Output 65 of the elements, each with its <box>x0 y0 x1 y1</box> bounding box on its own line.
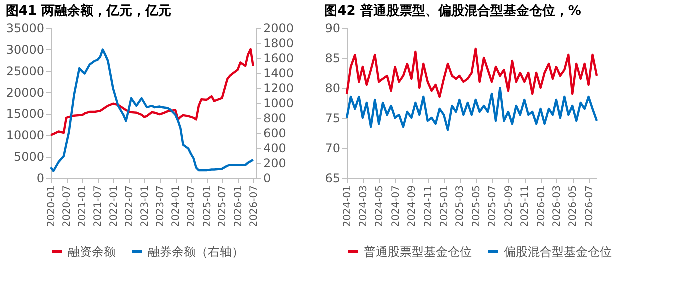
x-tick-label: 2026-05 <box>568 186 580 228</box>
x-tick-label: 2020-07 <box>62 186 74 228</box>
y2-tick-label: 1400 <box>264 66 294 80</box>
x-tick-label: 2024-01 <box>171 186 182 228</box>
y-tick-label: 15000 <box>6 107 44 122</box>
y-tick-label: 90 <box>325 22 340 36</box>
legend-label: 融券余额（右轴） <box>148 244 244 259</box>
x-tick-label: 2021-01 <box>78 186 89 228</box>
y2-tick-label: 0 <box>264 172 272 186</box>
x-tick-label: 2026-07 <box>584 186 596 228</box>
y2-tick-label: 400 <box>264 142 286 156</box>
y2-tick-label: 1000 <box>264 96 294 110</box>
x-tick-label: 2020-01 <box>46 186 58 228</box>
x-tick-label: 2022-07 <box>124 186 136 228</box>
x-tick-label: 2024-07 <box>390 186 402 228</box>
y2-tick-label: 1600 <box>264 52 294 66</box>
line-series <box>346 48 598 98</box>
y-tick-label: 85 <box>325 52 340 66</box>
x-tick-label: 2025-07 <box>218 186 229 228</box>
y-tick-label: 0 <box>36 172 44 186</box>
x-tick-label: 2026-01 <box>233 186 244 228</box>
x-tick-label: 2026-01 <box>536 186 548 228</box>
y-tick-label: 5000 <box>14 150 44 164</box>
y2-tick-label: 200 <box>264 156 286 170</box>
legend-label: 融资余额 <box>68 244 116 259</box>
y-tick-label: 25000 <box>6 64 44 78</box>
x-tick-label: 2025-01 <box>440 186 451 228</box>
y-tick-label: 10000 <box>6 128 44 143</box>
line-series <box>346 86 598 132</box>
y-tick-label: 30000 <box>6 42 44 57</box>
x-tick-label: 2026-03 <box>552 186 563 228</box>
y-tick-label: 20000 <box>6 86 44 100</box>
x-tick-label: 2025-09 <box>504 186 515 228</box>
chart-title: 图42 普通股票型、偏股混合型基金仓位，% <box>324 3 582 19</box>
y2-tick-label: 2000 <box>264 22 294 36</box>
line-series <box>50 48 254 172</box>
x-tick-label: 2024-01 <box>342 186 354 228</box>
y2-tick-label: 1200 <box>264 82 294 96</box>
line-series <box>50 48 254 136</box>
x-tick-label: 2024-03 <box>358 186 370 228</box>
y-tick-label: 70 <box>325 142 340 156</box>
legend-label: 偏股混合型基金仓位 <box>504 244 612 259</box>
x-tick-label: 2022-01 <box>108 186 120 228</box>
y2-tick-label: 1800 <box>264 36 294 50</box>
y-tick-label: 35000 <box>6 22 44 36</box>
x-tick-label: 2025-05 <box>471 186 482 228</box>
x-tick-label: 2026-07 <box>248 186 260 228</box>
x-tick-label: 2023-01 <box>140 186 151 228</box>
x-tick-label: 2021-07 <box>93 186 104 228</box>
x-tick-label: 2023-07 <box>155 186 166 228</box>
x-tick-label: 2025-11 <box>520 186 532 228</box>
x-tick-label: 2024-07 <box>186 186 198 228</box>
x-tick-label: 2025-07 <box>488 186 499 228</box>
x-tick-label: 2025-01 <box>202 186 214 228</box>
chart-title: 图41 两融余额，亿元，亿元 <box>6 3 172 19</box>
x-tick-label: 2025-03 <box>455 186 466 228</box>
y-tick-label: 80 <box>325 82 340 96</box>
x-tick-label: 2024-11 <box>423 186 434 228</box>
y2-tick-label: 800 <box>264 112 286 126</box>
legend-label: 普通股票型基金仓位 <box>364 244 472 259</box>
y-tick-label: 75 <box>325 112 340 126</box>
x-tick-label: 2024-05 <box>374 186 386 228</box>
x-tick-label: 2024-09 <box>407 186 418 228</box>
y2-tick-label: 600 <box>264 126 286 140</box>
y-tick-label: 65 <box>325 172 340 186</box>
